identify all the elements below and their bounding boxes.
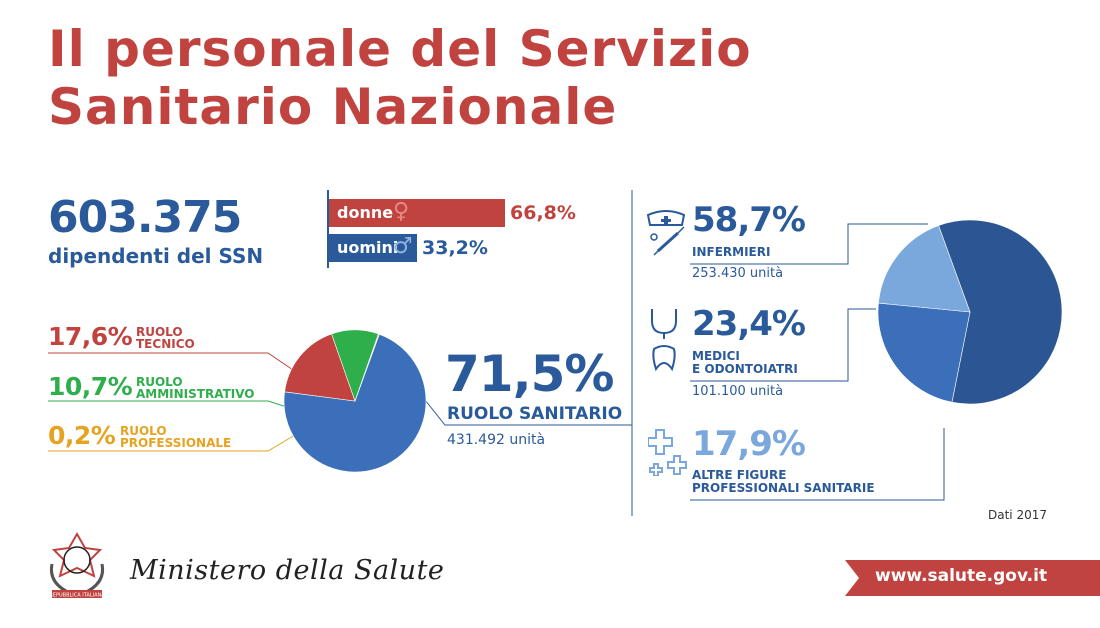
title-line-2: Sanitario Nazionale [48, 78, 618, 136]
ruolo-sanitario-label: RUOLO SANITARIO [447, 404, 623, 424]
donne-percentage: 66,8% [510, 202, 576, 224]
bracket-medici [690, 308, 876, 382]
category-brackets [690, 223, 945, 501]
sanitario-connector [424, 190, 633, 516]
leader-tecnico [48, 352, 297, 373]
bracket-altre [690, 428, 945, 501]
pie-slice-ruolo-professionale [354, 333, 380, 402]
role-tecnico-line1: RUOLO [136, 325, 183, 339]
role-amministrativo: 10,7% RUOLO AMMINISTRATIVO [48, 372, 255, 401]
role-amministrativo-name: RUOLO AMMINISTRATIVO [136, 376, 255, 400]
altre-line1: ALTRE FIGURE [692, 468, 787, 482]
role-amministrativo-line2: AMMINISTRATIVO [136, 387, 255, 401]
role-amministrativo-line1: RUOLO [136, 375, 183, 389]
total-employees-label: dipendenti del SSN [48, 244, 264, 268]
bar-donne-label: donne [337, 203, 394, 222]
url-ribbon [845, 560, 1100, 596]
pie-slice-altre-figure-professionali-sanitarie [878, 225, 971, 313]
pie-slice-medici-e-odontoiatri [877, 302, 971, 403]
role-professionale-line1: RUOLO [120, 424, 167, 438]
role-professionale-pct: 0,2% [48, 421, 116, 450]
bar-uomini-label: uomini [337, 238, 399, 257]
breakdown-pie-slices [877, 219, 1063, 405]
nurse-icon [646, 210, 686, 256]
infermieri-units: 253.430 unità [692, 266, 784, 281]
total-employees-count: 603.375 [48, 192, 242, 243]
medici-line2: E ODONTOIATRI [692, 362, 798, 376]
title-line-1: Il personale del Servizio [48, 20, 752, 78]
medici-units: 101.100 unità [692, 384, 784, 399]
role-tecnico-name: RUOLO TECNICO [136, 326, 195, 350]
uomini-percentage: 33,2% [422, 237, 488, 259]
medici-pct: 23,4% [692, 304, 806, 344]
gender-bar-axis [327, 190, 329, 268]
role-pie-chart [283, 329, 427, 473]
pie-slice-infermieri [938, 219, 1063, 405]
infermieri-pct: 58,7% [692, 200, 806, 240]
bar-uomini: uomini ♂ [329, 234, 417, 262]
altre-pct: 17,9% [692, 424, 806, 464]
role-professionale: 0,2% RUOLO PROFESSIONALE [48, 421, 231, 450]
role-tecnico: 17,6% RUOLO TECNICO [48, 322, 195, 351]
medical-crosses-icon [648, 429, 687, 476]
italian-emblem-icon: REPUBBLICA ITALIANA [49, 531, 105, 599]
role-leader-lines [48, 352, 301, 452]
leader-sanitario [424, 399, 632, 426]
altre-label: ALTRE FIGURE PROFESSIONALI SANITARIE [692, 469, 875, 495]
medici-line1: MEDICI [692, 349, 740, 363]
leader-professionale [48, 431, 301, 452]
ruolo-sanitario-units: 431.492 unità [447, 432, 546, 448]
data-year-note: Dati 2017 [988, 508, 1047, 522]
role-pie-slices [283, 329, 427, 473]
emblem-text: REPUBBLICA ITALIANA [49, 593, 105, 599]
ministero-della-salute-logo: Ministero della Salute [130, 555, 445, 586]
role-professionale-name: RUOLO PROFESSIONALE [120, 425, 231, 449]
infermieri-label: INFERMIERI [692, 245, 771, 259]
role-tecnico-pct: 17,6% [48, 322, 133, 351]
page-title: Il personale del Servizio Sanitario Nazi… [48, 20, 948, 136]
sanitario-breakdown-pie-chart [877, 219, 1063, 405]
medici-label: MEDICI E ODONTOIATRI [692, 350, 798, 376]
female-icon: ♀ [393, 199, 410, 224]
leader-amministrativo [48, 400, 291, 409]
role-amministrativo-pct: 10,7% [48, 372, 133, 401]
stethoscope-tooth-icon [651, 309, 677, 372]
ruolo-sanitario-pct: 71,5% [445, 345, 614, 403]
altre-line2: PROFESSIONALI SANITARIE [692, 481, 875, 495]
bar-donne: donne ♀ [329, 199, 505, 227]
bracket-infermieri [690, 223, 928, 265]
male-icon: ♂ [393, 234, 413, 259]
role-tecnico-line2: TECNICO [136, 337, 195, 351]
pie-slice-ruolo-sanitario [283, 333, 427, 473]
website-link[interactable]: www.salute.gov.it [875, 566, 1048, 586]
role-professionale-line2: PROFESSIONALE [120, 436, 232, 450]
